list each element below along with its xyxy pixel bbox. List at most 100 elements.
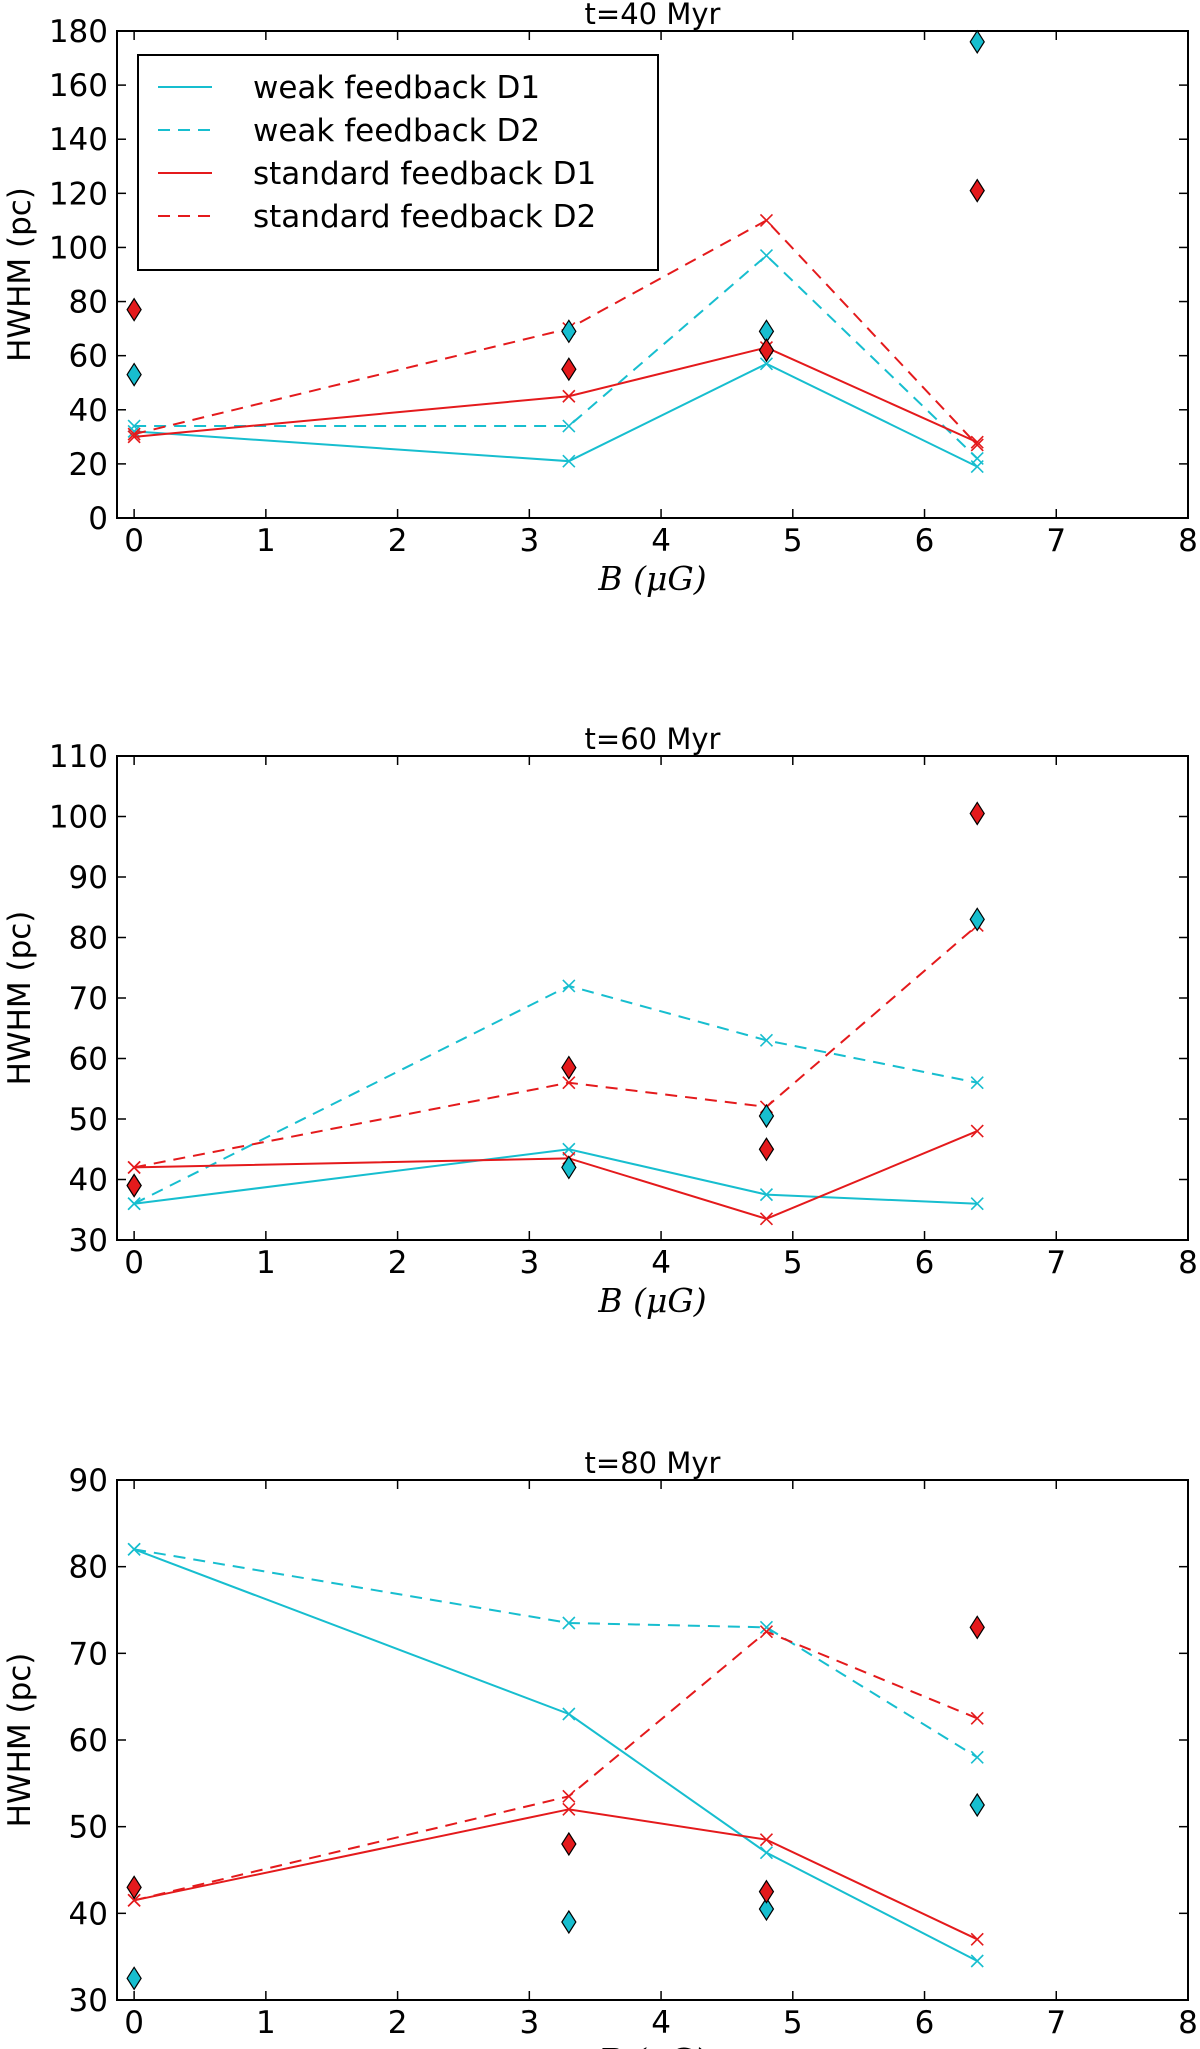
x-marker [127, 427, 141, 441]
legend-label: weak feedback D2 [253, 113, 540, 149]
y-axis-label: HWHM (pc) [2, 1653, 38, 1828]
plot-area [127, 213, 984, 474]
diamond-marker [561, 319, 577, 344]
x-tick-label: 7 [1046, 2005, 1066, 2041]
x-marker [970, 1954, 984, 1968]
diamond-marker [126, 297, 142, 322]
x-tick-label: 5 [783, 1245, 803, 1281]
y-tick-label: 30 [69, 1223, 108, 1259]
x-marker [562, 389, 576, 403]
x-marker [562, 1789, 576, 1803]
x-tick-label: 8 [1178, 2005, 1198, 2041]
y-tick-label: 80 [69, 285, 108, 321]
x-marker [127, 1160, 141, 1174]
x-tick-label: 7 [1046, 1245, 1066, 1281]
series-line [133, 984, 978, 1205]
x-tick-label: 1 [256, 523, 276, 559]
x-tick-label: 8 [1178, 523, 1198, 559]
diamond-marker [969, 801, 985, 826]
diamond-marker [561, 1155, 577, 1180]
series-line [133, 1630, 978, 1902]
x-tick-label: 5 [783, 523, 803, 559]
y-tick-label: 100 [49, 800, 108, 836]
x-tick-label: 3 [519, 2005, 539, 2041]
x-marker [127, 424, 141, 438]
x-tick-label: 1 [256, 2005, 276, 2041]
y-tick-label: 70 [69, 1636, 108, 1672]
panel-2: t=60 Myr 0 1 2 3 4 5 6 7 8 30 40 50 60 70 80 90 100 110 B (… [2, 722, 1198, 1320]
x-tick-label: 3 [519, 523, 539, 559]
y-tick-label: 160 [49, 68, 108, 104]
plot-frame [116, 755, 1189, 1241]
x-tick-label: 2 [388, 1245, 408, 1281]
series-line [133, 219, 978, 446]
x-marker [562, 1076, 576, 1090]
series-line [133, 1808, 978, 1941]
y-tick-label: 100 [49, 230, 108, 266]
diamond-marker [561, 1831, 577, 1857]
diamond-marker [561, 357, 577, 382]
diamond-marker [969, 907, 985, 932]
x-marker [759, 1188, 774, 1202]
x-tick-label: 5 [783, 2005, 803, 2041]
x-marker [562, 979, 576, 993]
diamond-marker [561, 1055, 577, 1080]
x-marker [562, 454, 576, 468]
diamond-marker [126, 1875, 142, 1900]
panel-title: t=60 Myr [585, 722, 721, 756]
x-axis-label: B (μG) [597, 1281, 706, 1320]
y-axis-label: HWHM (pc) [2, 911, 38, 1086]
y-tick-label: 60 [69, 1723, 108, 1759]
series-line [134, 346, 978, 444]
x-tick-label: 0 [124, 523, 144, 559]
diamond-marker [758, 1103, 775, 1129]
x-tick-label: 3 [519, 1245, 539, 1281]
legend-frame [137, 54, 659, 271]
diamond-marker [758, 338, 775, 363]
x-marker [970, 435, 984, 449]
plot-frame [116, 30, 1189, 519]
series-line [133, 924, 978, 1169]
series-line [133, 1548, 978, 1962]
y-tick-label: 80 [69, 1550, 108, 1586]
x-marker [562, 1802, 576, 1816]
series-line [133, 1548, 978, 1759]
y-tick-label: 20 [69, 447, 108, 483]
y-tick-label: 40 [69, 393, 108, 429]
x-marker [759, 357, 774, 371]
x-marker [759, 248, 774, 263]
x-tick-label: 0 [124, 1245, 144, 1281]
y-axis-label: HWHM (pc) [2, 187, 38, 362]
diamond-marker [969, 178, 985, 203]
x-tick-label: 2 [388, 2005, 408, 2041]
legend-label: standard feedback D2 [253, 199, 596, 235]
x-tick-label: 6 [915, 523, 935, 559]
series-line [134, 362, 978, 468]
y-tick-label: 180 [49, 14, 108, 50]
x-marker [127, 1197, 141, 1211]
x-marker [759, 213, 774, 227]
diamond-marker [969, 29, 985, 54]
x-axis-label: B (μG) [597, 559, 706, 598]
x-axis-label: B (μG) [597, 2041, 706, 2049]
series-line [134, 254, 978, 460]
x-marker [562, 1707, 576, 1721]
diamond-marker [969, 1792, 985, 1818]
y-tick-label: 90 [69, 1463, 108, 1499]
series-line [134, 1148, 978, 1205]
diamond-marker [758, 1896, 775, 1922]
x-marker [759, 1620, 774, 1634]
x-marker [970, 1750, 984, 1764]
x-marker [759, 1846, 774, 1860]
y-tick-label: 30 [69, 1983, 108, 2019]
y-tick-label: 110 [49, 739, 108, 775]
plot-area [127, 918, 984, 1226]
x-marker [970, 1711, 984, 1725]
x-tick-label: 4 [651, 523, 671, 559]
diamond-marker [126, 1966, 142, 1991]
x-marker [759, 1033, 774, 1047]
y-tick-label: 90 [69, 860, 108, 896]
y-tick-label: 40 [69, 1896, 108, 1932]
